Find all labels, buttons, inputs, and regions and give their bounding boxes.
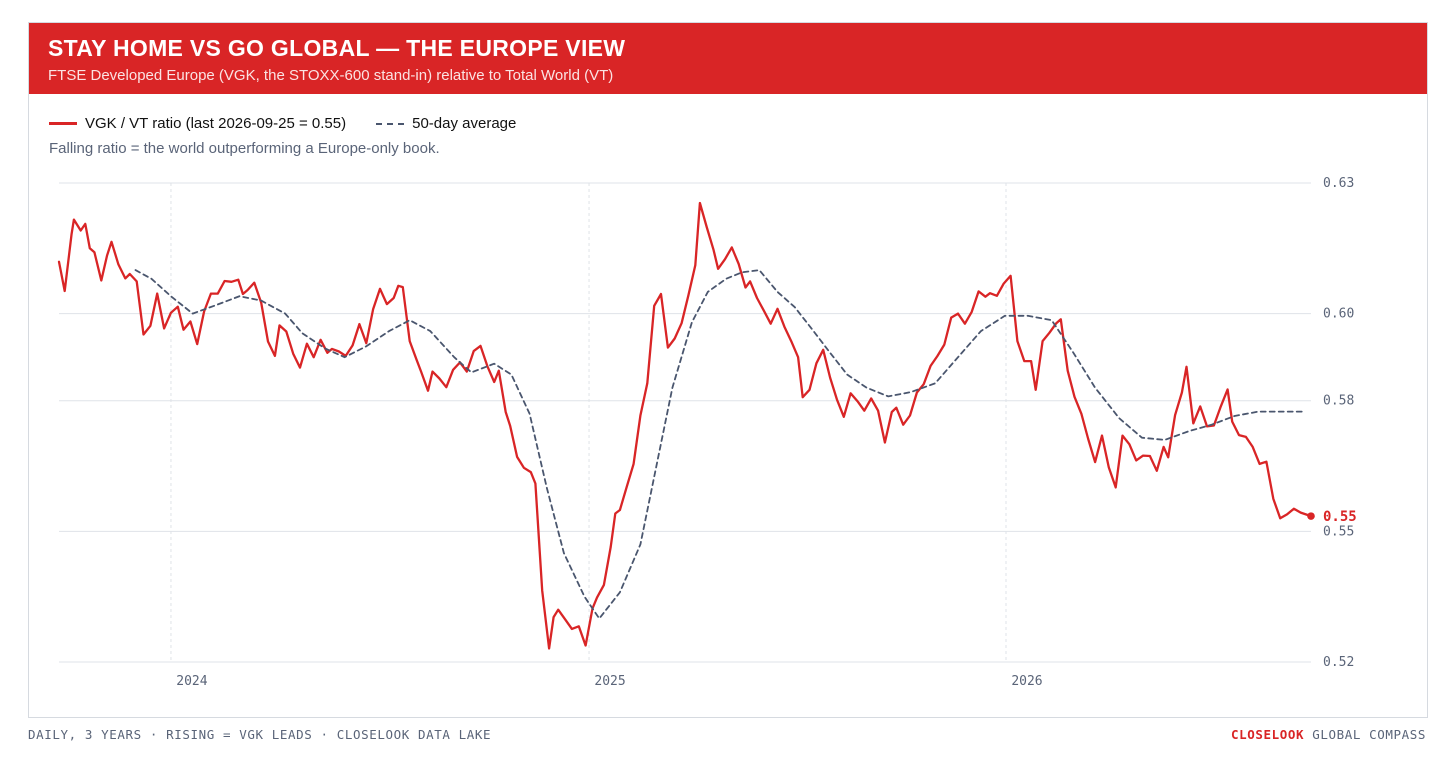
brand-name: CLOSELOOK: [1230, 727, 1305, 742]
legend-item-ratio: VGK / VT ratio (last 2026-09-25 = 0.55): [49, 115, 346, 132]
brand-product: GLOBAL COMPASS: [1312, 727, 1426, 742]
x-tick-label: 2026: [1011, 674, 1042, 689]
legend-swatch-ratio: [49, 122, 77, 125]
x-tick-label: 2025: [594, 674, 625, 689]
y-axis: 0.63 0.60 0.58 0.55 0.52: [1323, 176, 1354, 670]
footer-source: DAILY, 3 YEARS · RISING = VGK LEADS · CL…: [28, 727, 492, 742]
series-layer: 0.55: [57, 201, 1357, 650]
ratio-line: [57, 201, 1313, 650]
x-tick-label: 2024: [176, 674, 207, 689]
last-value-label: 0.55: [1323, 509, 1357, 525]
y-tick-label: 0.55: [1323, 524, 1354, 539]
y-tick-label: 0.52: [1323, 655, 1354, 670]
legend-item-average: 50-day average: [376, 115, 516, 132]
y-tick-label: 0.60: [1323, 307, 1354, 322]
y-tick-label: 0.63: [1323, 176, 1354, 191]
legend-label-average: 50-day average: [412, 115, 517, 132]
y-tick-label: 0.58: [1323, 394, 1354, 409]
average-line: [134, 269, 1307, 620]
chart-title: STAY HOME VS GO GLOBAL — THE EUROPE VIEW: [48, 35, 626, 61]
title-banner: STAY HOME VS GO GLOBAL — THE EUROPE VIEW…: [29, 23, 1427, 94]
legend-swatch-average: [376, 122, 405, 125]
chart-subtitle: FTSE Developed Europe (VGK, the STOXX-60…: [48, 67, 614, 84]
chart-note: Falling ratio = the world outperforming …: [49, 140, 440, 157]
line-chart: 2024 2025 2026 0.63 0.60 0.58 0.55 0.52 0.55: [57, 176, 1357, 689]
legend: VGK / VT ratio (last 2026-09-25 = 0.55) …: [49, 115, 546, 132]
x-axis: 2024 2025 2026: [176, 674, 1042, 689]
footer-brand: CLOSELOOK GLOBAL COMPASS: [1231, 727, 1426, 742]
chart-card: STAY HOME VS GO GLOBAL — THE EUROPE VIEW…: [28, 22, 1428, 718]
last-value-dot: [1307, 512, 1315, 520]
legend-label-ratio: VGK / VT ratio (last 2026-09-25 = 0.55): [85, 115, 347, 132]
